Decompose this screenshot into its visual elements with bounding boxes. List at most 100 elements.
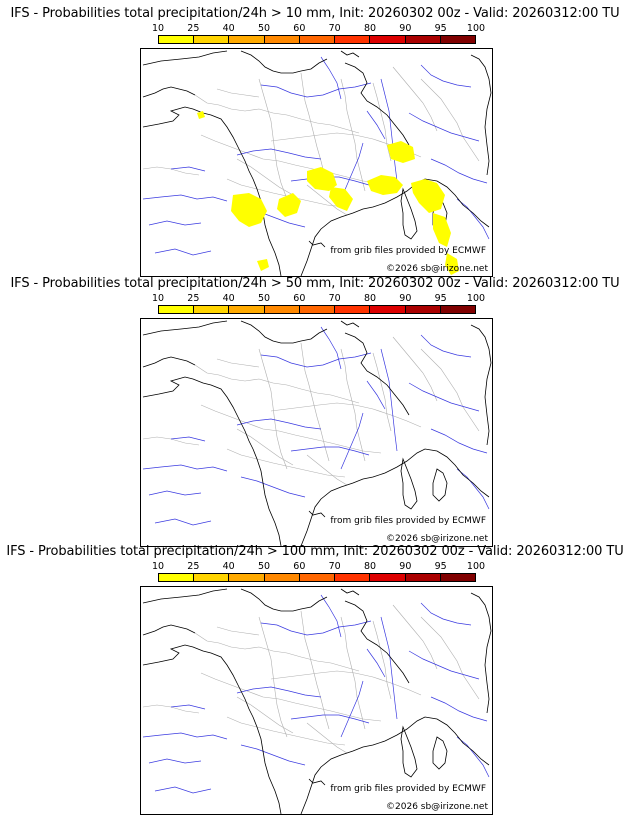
river bbox=[456, 198, 490, 240]
admin-border bbox=[392, 66, 438, 132]
legend-tick-label: 95 bbox=[434, 23, 447, 34]
river bbox=[456, 736, 490, 778]
river bbox=[154, 518, 212, 526]
copyright-credit: ©2026 sb@irizone.net bbox=[386, 802, 488, 812]
probability-colorbar bbox=[158, 35, 476, 44]
legend-tick-label: 95 bbox=[434, 561, 447, 572]
admin-border bbox=[142, 166, 200, 176]
coastline bbox=[432, 468, 448, 502]
river bbox=[142, 464, 228, 472]
legend-tick-label: 90 bbox=[399, 293, 412, 304]
coastline bbox=[142, 624, 196, 636]
forecast-panel-1: IFS - Probabilities total precipitation/… bbox=[0, 270, 630, 547]
admin-border bbox=[236, 428, 294, 466]
coastline bbox=[400, 457, 418, 510]
precip-probability-area bbox=[411, 179, 445, 213]
river bbox=[366, 648, 386, 678]
colorbar-segment bbox=[335, 306, 371, 313]
admin-border bbox=[194, 94, 360, 134]
legend-tick-label: 10 bbox=[151, 23, 165, 34]
legend-tick-label: 10 bbox=[151, 293, 165, 304]
forecast-panel-2: IFS - Probabilities total precipitation/… bbox=[0, 538, 630, 815]
legend-tick-label: 50 bbox=[257, 23, 271, 34]
legend-tick-label: 25 bbox=[187, 561, 200, 572]
admin-border bbox=[226, 178, 346, 208]
admin-border bbox=[392, 336, 438, 402]
colorbar-segment bbox=[194, 306, 230, 313]
river bbox=[408, 112, 480, 142]
legend-tick-labels: 10 25 40 50 60 70 80 90 95 100 bbox=[152, 561, 485, 573]
coastline bbox=[142, 106, 282, 276]
legend-tick-label: 25 bbox=[187, 293, 200, 304]
river bbox=[142, 194, 228, 202]
legend-tick-label: 90 bbox=[399, 561, 412, 572]
forecast-panel-0: IFS - Probabilities total precipitation/… bbox=[0, 0, 630, 277]
colorbar-segment bbox=[229, 36, 265, 43]
admin-border bbox=[270, 402, 422, 428]
river bbox=[320, 326, 342, 370]
coastline bbox=[340, 320, 360, 328]
admin-border bbox=[306, 454, 348, 486]
admin-border bbox=[216, 626, 260, 636]
admin-border bbox=[142, 436, 200, 446]
admin-border bbox=[226, 448, 346, 478]
precip-probability-area bbox=[197, 111, 205, 119]
river bbox=[154, 786, 212, 794]
river bbox=[420, 334, 472, 358]
data-source-credit: from grib files provided by ECMWF bbox=[330, 246, 486, 256]
map-canvas bbox=[142, 320, 492, 546]
admin-border bbox=[258, 348, 288, 470]
map-canvas bbox=[142, 50, 492, 276]
river bbox=[260, 352, 372, 368]
admin-border bbox=[372, 620, 392, 700]
river bbox=[148, 490, 202, 496]
coastline bbox=[300, 716, 490, 814]
admin-border bbox=[372, 352, 392, 432]
coastline bbox=[300, 178, 490, 276]
coastline bbox=[344, 62, 410, 146]
coastline bbox=[240, 50, 328, 74]
legend-tick-label: 50 bbox=[257, 561, 271, 572]
probability-colorbar bbox=[158, 305, 476, 314]
colorbar-segment bbox=[440, 36, 475, 43]
precip-probability-area bbox=[367, 175, 403, 195]
coastline bbox=[308, 240, 326, 248]
coastline bbox=[142, 356, 196, 368]
colorbar-segment bbox=[335, 36, 371, 43]
colorbar-segment bbox=[405, 574, 441, 581]
colorbar-segment bbox=[370, 574, 406, 581]
coastline bbox=[432, 736, 448, 770]
admin-border bbox=[216, 358, 260, 368]
river bbox=[236, 148, 322, 160]
legend-tick-label: 40 bbox=[222, 561, 235, 572]
admin-border bbox=[258, 616, 288, 738]
river bbox=[430, 428, 488, 454]
admin-border bbox=[194, 632, 360, 672]
admin-border bbox=[420, 616, 480, 700]
coastline bbox=[344, 332, 410, 416]
legend-tick-label: 60 bbox=[293, 561, 306, 572]
admin-border bbox=[306, 722, 348, 754]
river bbox=[142, 732, 228, 740]
legend-tick-label: 50 bbox=[257, 293, 271, 304]
river bbox=[380, 348, 398, 452]
colorbar-segment bbox=[440, 306, 475, 313]
admin-border bbox=[200, 672, 382, 722]
colorbar-segment bbox=[370, 306, 406, 313]
river bbox=[420, 602, 472, 626]
coastline bbox=[470, 54, 492, 176]
map-frame: from grib files provided by ECMWF ©2026 … bbox=[140, 586, 493, 815]
coastline bbox=[308, 778, 326, 786]
precip-probability-area bbox=[257, 259, 269, 271]
river bbox=[170, 166, 206, 172]
river bbox=[236, 418, 322, 430]
coastline bbox=[240, 320, 328, 344]
colorbar-segment bbox=[159, 574, 195, 581]
coastline bbox=[400, 187, 418, 240]
river bbox=[240, 476, 306, 498]
coastline bbox=[142, 50, 228, 66]
river bbox=[366, 110, 386, 140]
river bbox=[320, 56, 342, 100]
legend-tick-label: 40 bbox=[222, 293, 235, 304]
admin-border bbox=[194, 364, 360, 404]
